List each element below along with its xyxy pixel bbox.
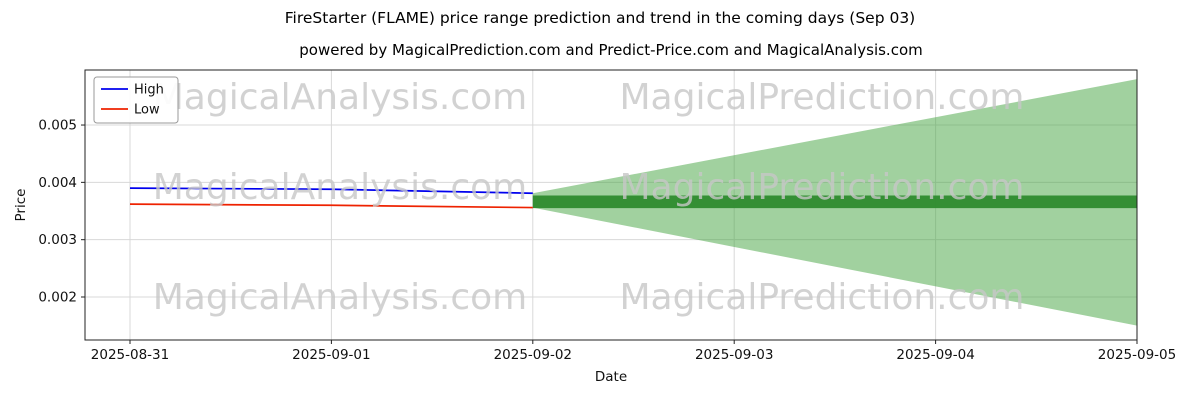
watermark-text: MagicalAnalysis.com [153,77,527,118]
plot-border [84,69,1138,341]
x-tick-label: 2025-09-02 [494,347,572,363]
high-line [129,187,533,195]
watermarks: MagicalAnalysis.com MagicalPrediction.com… [153,77,1025,318]
y-tick-label: 0.005 [38,118,77,134]
legend-label-low: Low [134,103,160,118]
figure-subtitle: powered by MagicalPrediction.com and Pre… [299,41,923,59]
figure-title: FireStarter (FLAME) price range predicti… [284,9,916,27]
x-tick-label: 2025-09-03 [695,347,773,363]
x-tick-label: 2025-09-04 [896,347,974,363]
watermark-text: MagicalPrediction.com [620,77,1025,118]
trend-band [532,195,1137,209]
watermark-text: MagicalAnalysis.com [153,167,527,208]
y-tick-label: 0.003 [38,232,77,248]
low-line [129,203,533,209]
x-tick-label: 2025-09-05 [1098,347,1176,363]
watermark-text: MagicalPrediction.com [620,167,1025,208]
y-axis-label: Price [13,189,29,222]
x-tick-label: 2025-09-01 [292,347,370,363]
x-tick-label: 2025-08-31 [91,347,169,363]
watermark-text: MagicalPrediction.com [620,277,1025,318]
y-tick-label: 0.002 [38,290,77,306]
y-tick-label: 0.004 [38,175,77,191]
legend-label-high: High [134,83,164,98]
legend: High Low [93,76,179,124]
x-axis-label: Date [595,369,627,385]
watermark-text: MagicalAnalysis.com [153,277,527,318]
